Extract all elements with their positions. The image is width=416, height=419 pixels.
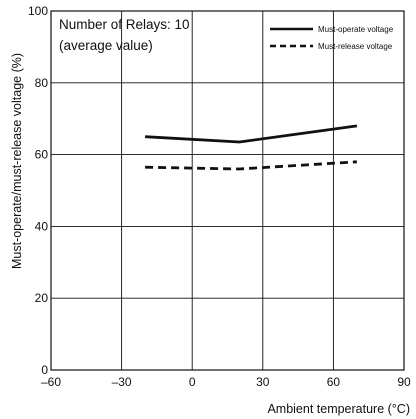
x-tick-label: 30 (256, 375, 270, 389)
series-line-must-release (145, 160, 357, 171)
y-tick-label: 60 (35, 148, 49, 162)
tick-labels: –60 –30 0 30 60 90 0 20 40 60 80 100 (28, 4, 411, 389)
plot-frame (50, 10, 405, 371)
x-tick-label: –60 (41, 375, 61, 389)
x-tick-label: 90 (397, 375, 411, 389)
x-tick-label: 60 (327, 375, 341, 389)
annotation-relays: Number of Relays: 10 (59, 17, 190, 32)
x-tick-label: 0 (189, 375, 196, 389)
annotation-average: (average value) (59, 38, 153, 53)
legend: Must-operate voltage Must-release voltag… (270, 25, 394, 51)
grid-lines (51, 11, 404, 370)
y-axis-title: Must-operate/must-release voltage (%) (10, 53, 24, 269)
legend-label-must-release: Must-release voltage (318, 42, 393, 51)
series-lines (145, 124, 358, 171)
y-tick-label: 0 (41, 363, 48, 377)
series-line-must-operate (145, 124, 358, 144)
annotation-box: Number of Relays: 10 (average value) (59, 17, 190, 53)
y-tick-label: 40 (35, 219, 49, 233)
y-tick-label: 80 (35, 76, 49, 90)
legend-label-must-operate: Must-operate voltage (318, 25, 394, 34)
y-tick-label: 20 (35, 291, 49, 305)
x-tick-label: –30 (112, 375, 132, 389)
x-axis-title: Ambient temperature (°C) (267, 402, 410, 416)
y-tick-label: 100 (28, 4, 48, 18)
